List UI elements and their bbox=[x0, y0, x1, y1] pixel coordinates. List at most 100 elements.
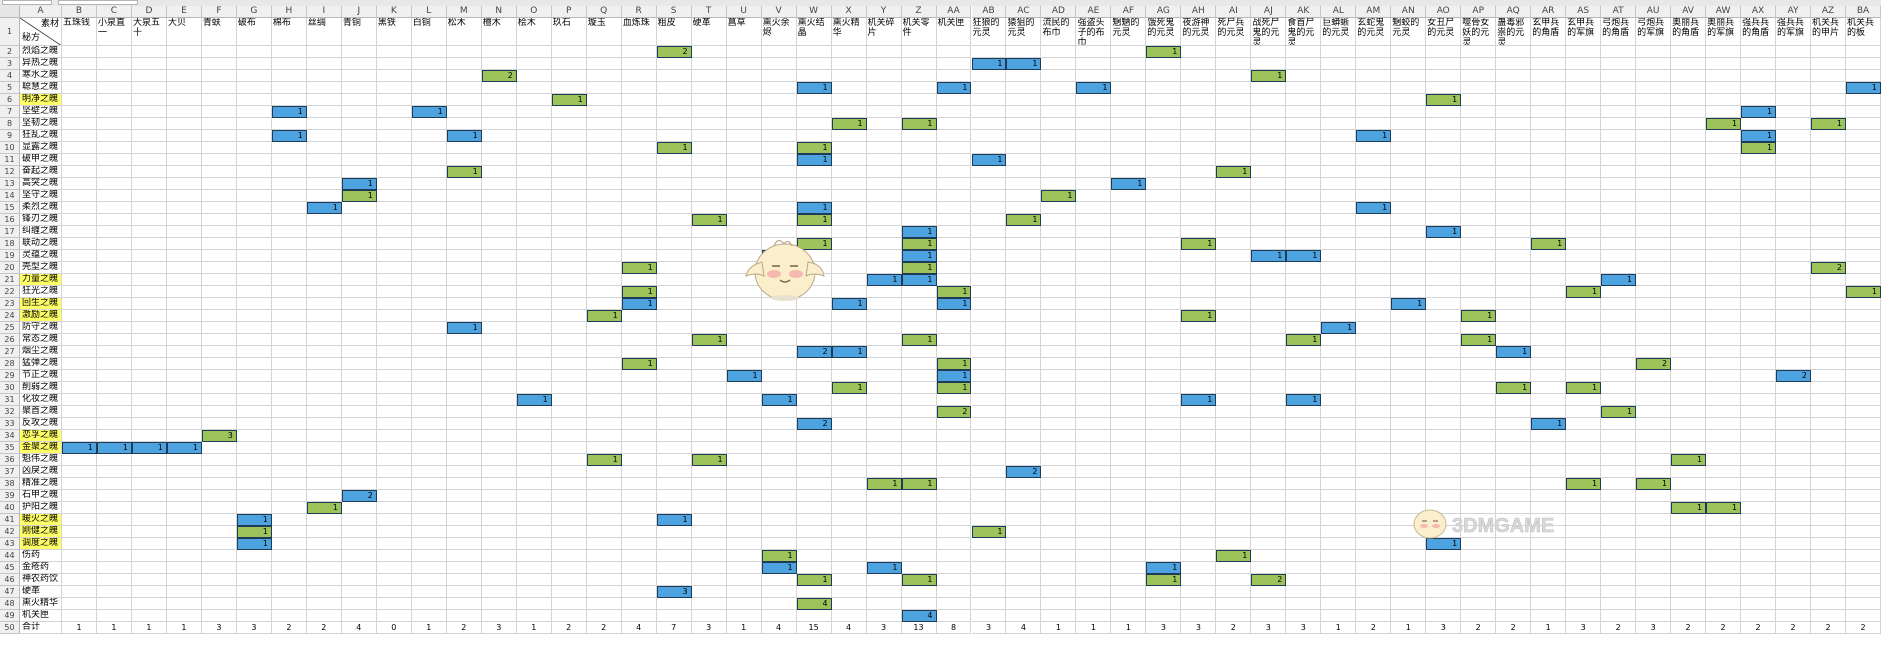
grid-cell[interactable] bbox=[1741, 262, 1777, 274]
grid-cell[interactable] bbox=[621, 514, 657, 526]
grid-cell[interactable] bbox=[761, 418, 797, 430]
grid-cell[interactable] bbox=[446, 142, 482, 154]
grid-cell[interactable] bbox=[446, 286, 482, 298]
grid-cell[interactable] bbox=[1846, 106, 1881, 118]
grid-cell[interactable] bbox=[1776, 538, 1812, 550]
grid-cell[interactable] bbox=[1461, 70, 1497, 82]
grid-cell[interactable] bbox=[1251, 118, 1287, 130]
grid-cell[interactable] bbox=[1181, 526, 1217, 538]
grid-cell[interactable] bbox=[1391, 586, 1427, 598]
grid-cell[interactable] bbox=[1076, 538, 1112, 550]
grid-cell[interactable] bbox=[691, 274, 727, 286]
grid-cell[interactable] bbox=[446, 214, 482, 226]
grid-cell[interactable] bbox=[1426, 610, 1462, 622]
grid-cell[interactable] bbox=[1181, 322, 1217, 334]
grid-cell[interactable] bbox=[1566, 346, 1602, 358]
grid-cell[interactable] bbox=[1706, 130, 1742, 142]
grid-cell[interactable] bbox=[936, 190, 972, 202]
grid-cell[interactable] bbox=[1601, 334, 1637, 346]
grid-cell[interactable] bbox=[1496, 394, 1532, 406]
grid-cell[interactable] bbox=[236, 562, 272, 574]
grid-cell[interactable] bbox=[1356, 298, 1392, 310]
grid-cell[interactable] bbox=[691, 130, 727, 142]
grid-cell[interactable] bbox=[1496, 442, 1532, 454]
grid-cell[interactable] bbox=[1496, 562, 1532, 574]
grid-cell[interactable] bbox=[1811, 346, 1846, 358]
grid-cell[interactable] bbox=[1321, 526, 1357, 538]
grid-cell[interactable] bbox=[516, 586, 552, 598]
grid-cell[interactable] bbox=[971, 490, 1007, 502]
grid-cell[interactable] bbox=[131, 586, 167, 598]
quantity-cell[interactable]: 1 bbox=[936, 358, 972, 370]
grid-cell[interactable] bbox=[1706, 490, 1742, 502]
grid-cell[interactable] bbox=[831, 154, 867, 166]
grid-cell[interactable] bbox=[1566, 58, 1602, 70]
grid-cell[interactable] bbox=[1216, 430, 1252, 442]
grid-cell[interactable] bbox=[726, 322, 762, 334]
grid-cell[interactable] bbox=[866, 502, 902, 514]
grid-cell[interactable] bbox=[1811, 274, 1846, 286]
quantity-cell[interactable]: 1 bbox=[1146, 574, 1182, 586]
grid-cell[interactable] bbox=[1076, 598, 1112, 610]
grid-cell[interactable] bbox=[866, 214, 902, 226]
grid-cell[interactable] bbox=[1496, 94, 1532, 106]
grid-cell[interactable] bbox=[1636, 562, 1672, 574]
grid-cell[interactable] bbox=[236, 358, 272, 370]
grid-cell[interactable] bbox=[656, 250, 692, 262]
grid-cell[interactable] bbox=[1181, 478, 1217, 490]
grid-cell[interactable] bbox=[1426, 454, 1462, 466]
grid-cell[interactable] bbox=[621, 190, 657, 202]
grid-cell[interactable] bbox=[971, 478, 1007, 490]
grid-cell[interactable] bbox=[446, 466, 482, 478]
grid-cell[interactable] bbox=[726, 562, 762, 574]
grid-cell[interactable] bbox=[201, 166, 237, 178]
grid-cell[interactable] bbox=[411, 82, 447, 94]
quantity-cell[interactable]: 1 bbox=[1076, 82, 1112, 94]
grid-cell[interactable] bbox=[376, 538, 412, 550]
grid-cell[interactable] bbox=[62, 310, 97, 322]
grid-cell[interactable] bbox=[1391, 82, 1427, 94]
grid-cell[interactable] bbox=[1741, 154, 1777, 166]
grid-cell[interactable] bbox=[1041, 142, 1077, 154]
grid-cell[interactable] bbox=[1671, 322, 1707, 334]
grid-cell[interactable] bbox=[271, 226, 307, 238]
grid-cell[interactable] bbox=[236, 238, 272, 250]
grid-cell[interactable] bbox=[551, 442, 587, 454]
grid-cell[interactable] bbox=[1286, 526, 1322, 538]
grid-cell[interactable] bbox=[1321, 598, 1357, 610]
spreadsheet-grid[interactable]: A B C D E F G H I J K L M N O P Q R S T U V W X Y Z AA AB AC AD AE AF AG… bbox=[0, 6, 1881, 646]
grid-cell[interactable] bbox=[1076, 442, 1112, 454]
grid-cell[interactable] bbox=[62, 154, 97, 166]
grid-cell[interactable] bbox=[726, 190, 762, 202]
grid-cell[interactable] bbox=[516, 322, 552, 334]
grid-cell[interactable] bbox=[656, 358, 692, 370]
quantity-cell[interactable]: 1 bbox=[586, 310, 622, 322]
grid-cell[interactable] bbox=[166, 502, 202, 514]
grid-cell[interactable] bbox=[1181, 94, 1217, 106]
grid-cell[interactable] bbox=[866, 538, 902, 550]
grid-cell[interactable] bbox=[1461, 274, 1497, 286]
grid-cell[interactable] bbox=[831, 406, 867, 418]
grid-cell[interactable] bbox=[271, 70, 307, 82]
grid-cell[interactable] bbox=[1811, 478, 1846, 490]
grid-cell[interactable] bbox=[516, 454, 552, 466]
grid-cell[interactable] bbox=[1426, 322, 1462, 334]
grid-cell[interactable] bbox=[1251, 178, 1287, 190]
grid-cell[interactable] bbox=[1076, 490, 1112, 502]
quantity-cell[interactable]: 1 bbox=[656, 142, 692, 154]
grid-cell[interactable] bbox=[1811, 490, 1846, 502]
grid-cell[interactable] bbox=[1636, 214, 1672, 226]
grid-cell[interactable] bbox=[271, 574, 307, 586]
grid-cell[interactable] bbox=[726, 514, 762, 526]
grid-cell[interactable] bbox=[96, 142, 132, 154]
column-header[interactable]: AD bbox=[1041, 6, 1077, 18]
grid-cell[interactable] bbox=[1671, 286, 1707, 298]
grid-cell[interactable] bbox=[1496, 478, 1532, 490]
grid-cell[interactable] bbox=[271, 334, 307, 346]
grid-cell[interactable] bbox=[131, 538, 167, 550]
grid-cell[interactable] bbox=[1741, 514, 1777, 526]
grid-cell[interactable] bbox=[411, 214, 447, 226]
grid-cell[interactable] bbox=[1741, 454, 1777, 466]
grid-cell[interactable] bbox=[1251, 466, 1287, 478]
grid-cell[interactable] bbox=[1776, 310, 1812, 322]
